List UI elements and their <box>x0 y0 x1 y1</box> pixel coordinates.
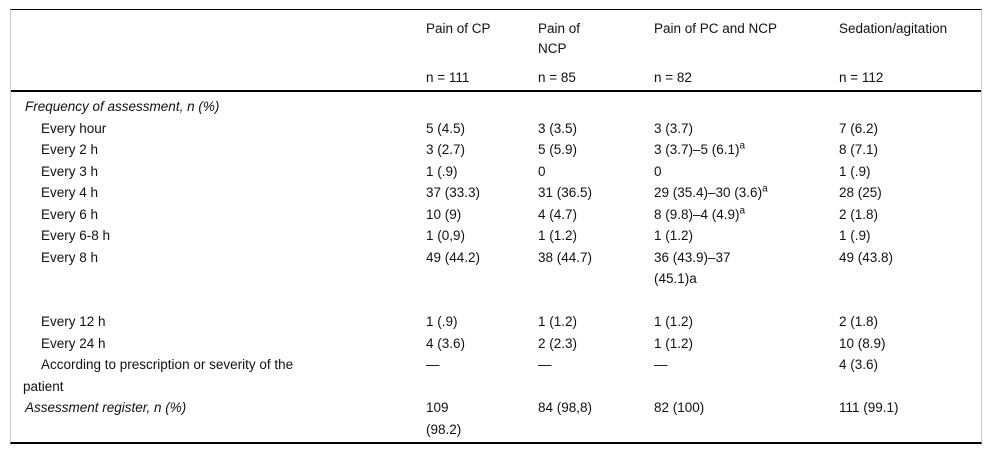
row-value: 0 <box>538 163 546 179</box>
row-value: 5 (5.9) <box>538 142 578 157</box>
row-value: 1 (1.2) <box>654 228 694 243</box>
column-sample-size: n = 112 <box>839 70 884 85</box>
table-row: Assessment register, n (%) 109 (98.2) 84 (9… <box>11 397 981 440</box>
row-value: 1 (.9) <box>426 163 458 179</box>
row-value: 84 (98,8) <box>538 400 593 415</box>
row-value: 1 (1.2) <box>654 335 694 351</box>
header-spacer <box>11 10 426 90</box>
table-row: Every 6-8 h 1 (0,9) 1 (1.2) 1 (1.2) 1 (.9) <box>11 225 981 247</box>
footnote-marker: a <box>739 205 746 216</box>
table-header: Pain of CP n = 111 Pain of NCP n = 85 Pain o… <box>11 10 981 92</box>
row-label: Every 2 h <box>41 142 99 157</box>
row-value: 7 (6.2) <box>839 120 879 136</box>
row-value: 3 (3.7) <box>654 120 694 136</box>
footnote-marker: a <box>739 140 746 152</box>
row-value: 5 (4.5) <box>426 120 466 136</box>
row-value: 38 (44.7) <box>538 249 593 265</box>
row-label: Every 24 h <box>41 335 106 351</box>
row-value: — <box>426 357 440 372</box>
row-value: 28 (25) <box>839 185 882 200</box>
row-value: 8 (7.1) <box>839 142 879 157</box>
row-label: Assessment register, n (%) <box>25 400 187 415</box>
footnote-marker: a <box>762 183 768 195</box>
row-label: Every 4 h <box>41 185 99 200</box>
row-label: Every 8 h <box>41 249 99 265</box>
row-value: 49 (43.8) <box>839 249 894 265</box>
row-value: 3 (2.7) <box>426 142 466 157</box>
row-value: 1 (.9) <box>839 163 871 179</box>
table-row: Every 2 h 3 (2.7) 5 (5.9) 3 (3.7)–5 (6.1)a 8… <box>11 139 981 161</box>
row-label: Every 3 h <box>41 163 99 179</box>
row-value: 1 (1.2) <box>538 228 578 243</box>
row-label: Every 12 h <box>41 314 106 329</box>
row-value: 1 (.9) <box>839 228 871 243</box>
row-value: 82 (100) <box>654 400 705 415</box>
table-row: Every hour 5 (4.5) 3 (3.5) 3 (3.7) 7 (6.2) <box>11 118 981 140</box>
row-value: 1 (1.2) <box>654 314 694 329</box>
row-value: 10 (8.9) <box>839 335 886 351</box>
column-title: Pain of PC and NCP <box>654 21 778 36</box>
row-value: 36 (43.9)–37 (45.1)a <box>654 249 731 287</box>
column-title: Sedation/agitation <box>839 21 948 36</box>
column-title: Pain of CP <box>426 21 491 36</box>
column-header-1: Pain of CP n = 111 <box>426 10 538 90</box>
row-value: 111 (99.1) <box>839 400 899 415</box>
table-row: Every 6 h 10 (9) 4 (4.7) 8 (9.8)–4 (4.9)a 2 … <box>11 204 981 226</box>
row-value: 3 (3.5) <box>538 120 578 136</box>
row-value: 4 (3.6) <box>839 357 879 372</box>
table-row: According to prescription or severity of… <box>11 354 981 397</box>
table-row: Frequency of assessment, n (%) <box>11 96 981 118</box>
row-value: 3 (3.7)–5 (6.1)a <box>654 140 746 157</box>
column-sample-size: n = 82 <box>654 70 692 85</box>
row-value: 1 (0,9) <box>426 228 466 243</box>
row-value: 2 (2.3) <box>538 335 578 351</box>
row-label: Frequency of assessment, n (%) <box>25 99 220 114</box>
column-header-2: Pain of NCP n = 85 <box>538 10 654 90</box>
row-label: Every 6 h <box>41 206 99 222</box>
row-label: According to prescription or severity of… <box>23 357 294 394</box>
row-value: — <box>654 357 668 372</box>
row-value: 31 (36.5) <box>538 185 593 200</box>
table-body: Frequency of assessment, n (%) Every hour… <box>11 92 981 442</box>
row-value: 1 (.9) <box>426 314 458 329</box>
row-value: 8 (9.8)–4 (4.9)a <box>654 205 746 222</box>
row-value: 10 (9) <box>426 206 462 222</box>
row-label: Every hour <box>41 120 107 136</box>
column-header-4: Sedation/agitation n = 112 <box>839 10 981 90</box>
row-value: 29 (35.4)–30 (3.6)a <box>654 183 768 200</box>
table-row: Every 4 h 37 (33.3) 31 (36.5) 29 (35.4)–30 … <box>11 182 981 204</box>
row-value: 1 (1.2) <box>538 314 578 329</box>
row-value: 2 (1.8) <box>839 314 879 329</box>
table-row: Every 8 h 49 (44.2) 38 (44.7) 36 (43.9)–37(… <box>11 247 981 312</box>
row-value: 37 (33.3) <box>426 185 481 200</box>
row-value: 49 (44.2) <box>426 249 481 265</box>
row-value: — <box>538 357 552 372</box>
row-value: 0 <box>654 163 662 179</box>
column-title: Pain of NCP <box>538 21 581 56</box>
column-header-3: Pain of PC and NCP n = 82 <box>654 10 839 90</box>
table-row: Every 24 h 4 (3.6) 2 (2.3) 1 (1.2) 10 (8.9) <box>11 333 981 355</box>
column-sample-size: n = 85 <box>538 70 576 85</box>
row-value: 109 (98.2) <box>426 400 462 437</box>
row-value: 2 (1.8) <box>839 206 879 222</box>
row-value: 4 (4.7) <box>538 206 578 222</box>
results-table: Pain of CP n = 111 Pain of NCP n = 85 Pain o… <box>10 9 982 444</box>
row-label: Every 6-8 h <box>41 228 111 243</box>
row-value: 4 (3.6) <box>426 335 466 351</box>
table-row: Every 3 h 1 (.9) 0 0 1 (.9) <box>11 161 981 183</box>
column-sample-size: n = 111 <box>426 70 470 85</box>
table-row: Every 12 h 1 (.9) 1 (1.2) 1 (1.2) 2 (1.8) <box>11 311 981 333</box>
